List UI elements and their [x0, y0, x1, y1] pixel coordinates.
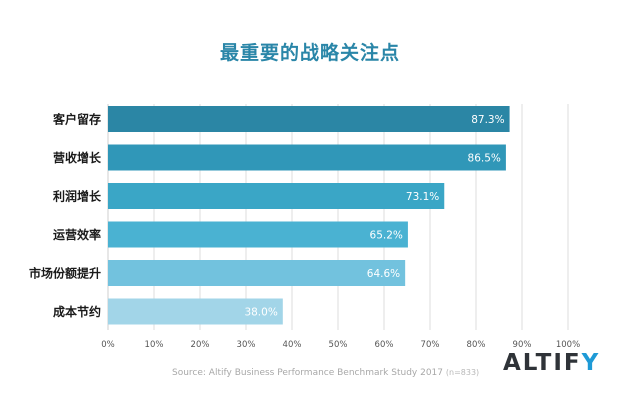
value-label: 86.5% [468, 153, 501, 165]
x-tick-label: 90% [513, 340, 532, 350]
category-label: 市场份额提升 [29, 266, 101, 281]
category-label: 成本节约 [53, 304, 101, 319]
value-label: 38.0% [244, 307, 277, 319]
x-tick-label: 30% [237, 340, 256, 350]
chart-title: 最重要的战略关注点 [219, 42, 400, 64]
category-label: 利润增长 [53, 189, 102, 204]
altify-logo: ALTIFY [503, 350, 600, 376]
bar [108, 183, 445, 209]
x-tick-label: 70% [421, 340, 440, 350]
x-tick-label: 100% [556, 340, 580, 350]
x-tick-label: 0% [101, 340, 115, 350]
value-label: 65.2% [370, 230, 403, 242]
bar [108, 260, 406, 286]
bar [108, 221, 408, 248]
bar [108, 298, 283, 325]
logo-main-text: ALTIF [503, 350, 582, 376]
value-label: 73.1% [406, 191, 439, 203]
value-label: 87.3% [471, 114, 504, 126]
bar [108, 144, 506, 171]
x-tick-label: 40% [283, 340, 302, 350]
source-note: Source: Altify Business Performance Benc… [172, 368, 479, 378]
category-label: 运营效率 [53, 227, 101, 242]
x-tick-label: 50% [329, 340, 348, 350]
x-tick-label: 20% [191, 340, 210, 350]
value-label: 64.6% [367, 268, 400, 280]
source-text: Source: Altify Business Performance Benc… [172, 368, 444, 378]
logo-accent-text: Y [581, 350, 601, 376]
x-tick-label: 80% [467, 340, 486, 350]
bar [108, 106, 510, 132]
category-label: 客户留存 [52, 112, 101, 127]
x-tick-label: 10% [145, 340, 164, 350]
x-tick-label: 60% [375, 340, 394, 350]
sample-size: (n=833) [445, 368, 480, 377]
category-label: 营收增长 [53, 150, 102, 165]
